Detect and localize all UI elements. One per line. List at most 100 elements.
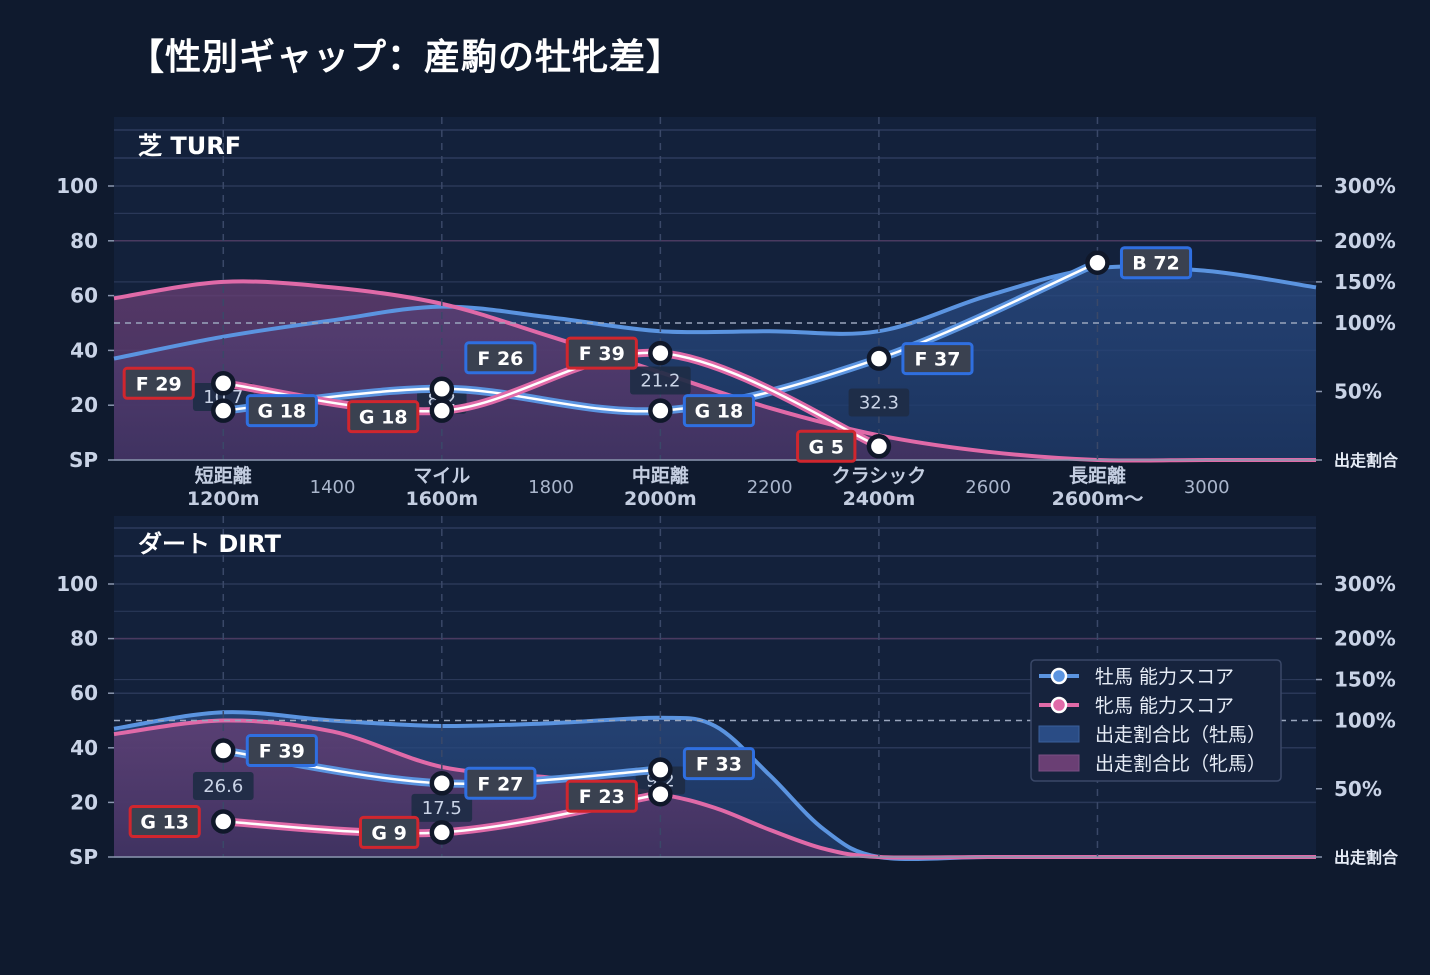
xcat-dist: 2000m xyxy=(624,488,697,510)
male-score-badge-box xyxy=(464,341,537,375)
xcat-name: マイル xyxy=(413,465,470,487)
legend-label: 牡馬 能力スコア xyxy=(1095,666,1234,688)
xcat-name: 長距離 xyxy=(1069,464,1126,487)
ytick-label: SP xyxy=(69,845,98,869)
male-score-badge-box xyxy=(901,342,974,376)
gap-label-box xyxy=(848,388,910,417)
female-score-badge: G 18 xyxy=(347,400,420,434)
gap-label: 32.3 xyxy=(848,388,910,417)
male-score-badge-text: B 72 xyxy=(1132,253,1180,275)
female-score-point xyxy=(866,434,892,459)
ytick-label: 20 xyxy=(70,393,98,417)
male-score-badge: F 37 xyxy=(901,342,974,376)
female-score-badge: G 9 xyxy=(358,815,420,849)
female-score-badge-text: G 5 xyxy=(809,436,844,458)
panel-title: 芝 TURF xyxy=(138,132,241,160)
ytick-label: 60 xyxy=(70,681,98,705)
male-score-badge-box xyxy=(245,734,318,768)
xtick-label: 1400 xyxy=(310,477,356,498)
y2tick-label: 出走割合 xyxy=(1334,451,1399,470)
female-score-badge-box xyxy=(128,805,201,839)
male-score-badge-text: F 27 xyxy=(477,773,523,795)
xcat-name: 中距離 xyxy=(632,464,689,487)
ytick-label: 60 xyxy=(70,284,98,308)
ytick-label: 40 xyxy=(70,338,98,362)
male-score-point xyxy=(648,398,673,423)
ytick-label: 80 xyxy=(70,229,98,253)
gap-label-text: 26.6 xyxy=(203,776,243,797)
male-score-badge-box xyxy=(1119,246,1193,280)
y2tick-label: 100% xyxy=(1334,311,1396,335)
male-score-point xyxy=(211,398,236,423)
gap-label: 26.6 xyxy=(192,772,254,801)
female-score-badge-text: G 9 xyxy=(371,822,406,844)
gap-label-box xyxy=(192,382,254,411)
male-score-badge-box xyxy=(464,766,537,800)
chart-title: 【性別ギャップ：産駒の牡牝差】 xyxy=(128,37,684,78)
gap-label-text: 17.5 xyxy=(422,798,462,819)
male-score-badge-text: F 26 xyxy=(477,348,523,370)
ytick-label: 20 xyxy=(70,790,98,814)
female-score-badge-text: F 23 xyxy=(579,786,625,808)
xtick-label: 2200 xyxy=(747,477,793,498)
legend-marker-swatch xyxy=(1050,696,1068,714)
male-score-badge-text: F 33 xyxy=(696,754,742,776)
female-score-badge: F 23 xyxy=(565,779,638,813)
gap-label-box xyxy=(192,772,254,801)
female-score-badge: G 5 xyxy=(796,429,857,463)
female-score-point xyxy=(429,398,455,423)
male-score-point xyxy=(211,738,236,763)
legend-item: 出走割合比（牡馬） xyxy=(1038,724,1266,746)
male-score-point xyxy=(648,757,673,782)
legend-marker-swatch xyxy=(1050,667,1068,685)
ytick-label: 100 xyxy=(56,572,98,596)
gap-label-text: 10.7 xyxy=(203,387,243,408)
male-score-badge-box xyxy=(682,394,755,428)
female-score-badge-text: G 13 xyxy=(140,812,189,834)
male-score-point xyxy=(429,771,455,796)
xcat-dist: 2600m〜 xyxy=(1052,488,1144,510)
female-score-line-highlight xyxy=(222,351,881,448)
legend-label: 出走割合比（牡馬） xyxy=(1095,724,1266,746)
legend-box xyxy=(1030,659,1282,782)
female-score-badge-text: G 18 xyxy=(359,407,408,429)
ytick-label: 100 xyxy=(56,174,98,198)
female-score-badge-box xyxy=(796,429,857,463)
female-score-badge: F 29 xyxy=(122,366,195,400)
y2tick-label: 50% xyxy=(1334,777,1382,801)
male-score-point xyxy=(429,376,455,402)
male-score-badge: F 27 xyxy=(464,766,537,800)
gap-label-text: 21.2 xyxy=(640,371,680,392)
y2tick-label: 150% xyxy=(1334,270,1396,294)
female-score-badge-box xyxy=(358,815,420,849)
gap-label: 21.2 xyxy=(630,366,691,395)
gap-label-box xyxy=(411,793,473,822)
xcat-dist: 2400m xyxy=(843,488,916,510)
ytick-label: 80 xyxy=(70,627,98,651)
female-score-badge-box xyxy=(565,336,638,370)
y2tick-label: 300% xyxy=(1334,572,1396,596)
panel-turf: SP 20 40 60 80 100 300% 200% 150% 100% 50% 出走割合 芝 TU… xyxy=(56,117,1399,510)
male-score-point xyxy=(1085,250,1110,275)
y2tick-label: 100% xyxy=(1334,709,1396,733)
female-score-badge-box xyxy=(347,400,420,434)
male-score-badge-box xyxy=(682,747,755,781)
male-ratio-line xyxy=(113,264,1317,361)
female-score-point xyxy=(211,809,236,834)
female-score-badge-box xyxy=(565,779,638,813)
gap-label-text: 32.3 xyxy=(859,392,899,413)
legend-label: 牝馬 能力スコア xyxy=(1095,695,1234,717)
male-score-badge-text: F 37 xyxy=(914,349,960,371)
xtick-label: 3000 xyxy=(1184,477,1230,498)
y2tick-label: 200% xyxy=(1334,229,1396,253)
male-score-badge-text: G 18 xyxy=(258,401,307,423)
male-score-badge-box xyxy=(245,394,318,428)
female-score-point xyxy=(648,340,673,366)
ytick-label: 40 xyxy=(70,736,98,760)
male-score-badge: F 33 xyxy=(682,747,755,781)
female-score-badge-box xyxy=(122,366,195,400)
gap-label: 10.7 xyxy=(192,382,254,411)
panel-title: ダート DIRT xyxy=(138,530,282,558)
xtick-label: 1800 xyxy=(528,477,574,498)
